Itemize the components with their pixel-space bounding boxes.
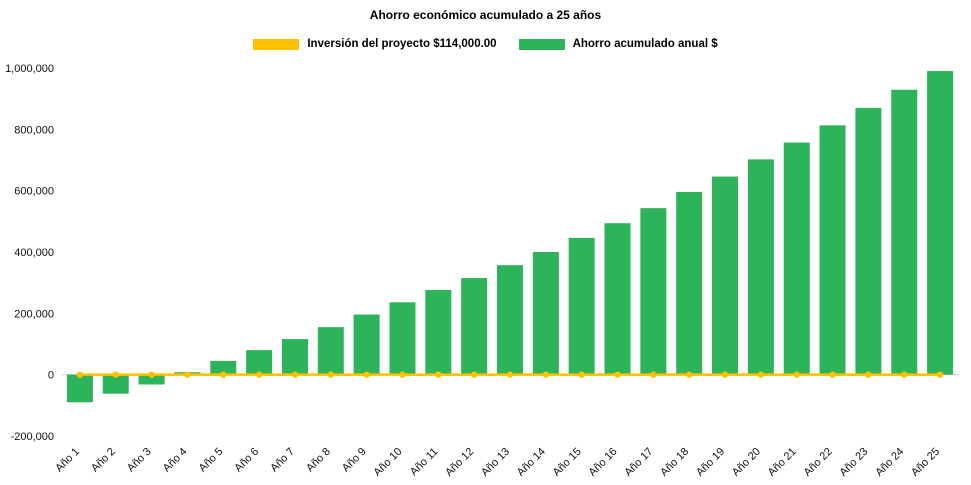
legend-item-investment: Inversión del proyecto $114,000.00 <box>253 38 497 50</box>
legend-label-investment: Inversión del proyecto $114,000.00 <box>307 38 497 50</box>
investment-marker <box>650 371 657 378</box>
investment-marker <box>363 371 370 378</box>
chart-title: Ahorro económico acumulado a 25 años <box>369 8 602 22</box>
x-tick-label: Año 14 <box>515 446 548 479</box>
x-tick-label: Año 5 <box>197 446 226 475</box>
x-tick-label: Año 10 <box>371 446 404 479</box>
bar-ano-22 <box>819 125 846 375</box>
x-tick-label: Año 4 <box>161 446 190 475</box>
y-tick-label: 1,000,000 <box>5 63 54 75</box>
y-tick-label: 600,000 <box>14 186 54 198</box>
bar-ano-21 <box>783 142 810 375</box>
x-tick-label: Año 24 <box>873 446 906 479</box>
investment-marker <box>578 371 585 378</box>
x-tick-label: Año 11 <box>408 446 441 479</box>
investment-marker <box>327 371 334 378</box>
y-tick-label: 400,000 <box>14 247 54 259</box>
bar-ano-20 <box>747 159 774 375</box>
bar-ano-1 <box>66 374 93 403</box>
x-tick-label: Año 12 <box>443 446 476 479</box>
investment-marker <box>435 371 442 378</box>
bar-ano-17 <box>640 208 667 375</box>
bar-ano-6 <box>246 350 273 375</box>
x-tick-label: Año 20 <box>730 446 763 479</box>
x-tick-label: Año 1 <box>53 446 82 475</box>
bar-ano-2 <box>102 374 129 394</box>
investment-marker <box>901 371 908 378</box>
y-tick-label: 0 <box>48 370 54 382</box>
x-tick-label: Año 3 <box>125 446 154 475</box>
x-tick-label: Año 22 <box>802 446 835 479</box>
x-tick-label: Año 21 <box>766 446 799 479</box>
investment-swatch <box>253 38 300 50</box>
investment-marker <box>757 371 765 378</box>
investment-marker <box>255 371 263 378</box>
bar-ano-25 <box>927 71 954 375</box>
savings-swatch <box>518 38 565 50</box>
investment-marker <box>614 371 621 378</box>
y-tick-label: 800,000 <box>14 124 54 136</box>
bar-ano-3 <box>138 374 165 385</box>
investment-marker <box>184 371 191 378</box>
x-tick-label: Año 25 <box>909 446 942 479</box>
x-tick-label: Año 9 <box>340 446 369 475</box>
bar-ano-13 <box>497 265 523 375</box>
y-tick-label: 200,000 <box>14 308 54 320</box>
investment-marker <box>686 371 693 378</box>
investment-marker <box>793 371 800 378</box>
x-tick-label: Año 19 <box>694 446 727 479</box>
bar-ano-23 <box>855 107 882 375</box>
x-tick-label: Año 13 <box>479 446 512 479</box>
x-tick-label: Año 15 <box>551 446 584 479</box>
x-tick-label: Año 17 <box>622 446 655 479</box>
investment-marker <box>542 371 550 378</box>
investment-marker <box>112 371 119 378</box>
x-tick-label: Año 16 <box>586 446 619 479</box>
bar-ano-5 <box>210 360 237 375</box>
x-tick-label: Año 8 <box>304 446 333 475</box>
investment-marker <box>76 371 84 378</box>
investment-marker <box>148 371 155 378</box>
y-tick-label: -200,000 <box>11 431 54 443</box>
x-tick-label: Año 2 <box>89 446 118 475</box>
legend: Inversión del proyecto $114,000.00 Ahorr… <box>0 38 971 50</box>
x-tick-label: Año 23 <box>837 446 870 479</box>
bar-ano-18 <box>676 191 703 375</box>
x-tick-label: Año 6 <box>232 446 261 475</box>
bar-ano-12 <box>461 278 488 375</box>
investment-marker <box>220 371 227 378</box>
bar-ano-15 <box>568 237 595 375</box>
bar-ano-19 <box>712 176 739 375</box>
x-tick-label: Año 18 <box>658 446 691 479</box>
bar-ano-24 <box>891 89 918 375</box>
investment-marker <box>506 371 514 378</box>
x-tick-label: Año 7 <box>268 446 297 475</box>
bar-ano-14 <box>532 252 559 375</box>
investment-marker <box>865 371 872 378</box>
bar-ano-9 <box>353 314 380 375</box>
bar-ano-8 <box>317 327 344 375</box>
investment-marker <box>829 371 836 378</box>
legend-label-savings: Ahorro acumulado anual $ <box>572 38 718 50</box>
bar-ano-11 <box>425 290 452 375</box>
investment-marker <box>399 371 406 378</box>
bar-ano-16 <box>604 223 631 375</box>
legend-item-savings: Ahorro acumulado anual $ <box>518 38 718 50</box>
bar-ano-10 <box>389 302 416 375</box>
investment-marker <box>291 371 299 378</box>
bar-ano-7 <box>281 339 308 375</box>
investment-marker <box>721 371 729 378</box>
investment-marker <box>936 371 944 378</box>
investment-marker <box>470 371 478 378</box>
